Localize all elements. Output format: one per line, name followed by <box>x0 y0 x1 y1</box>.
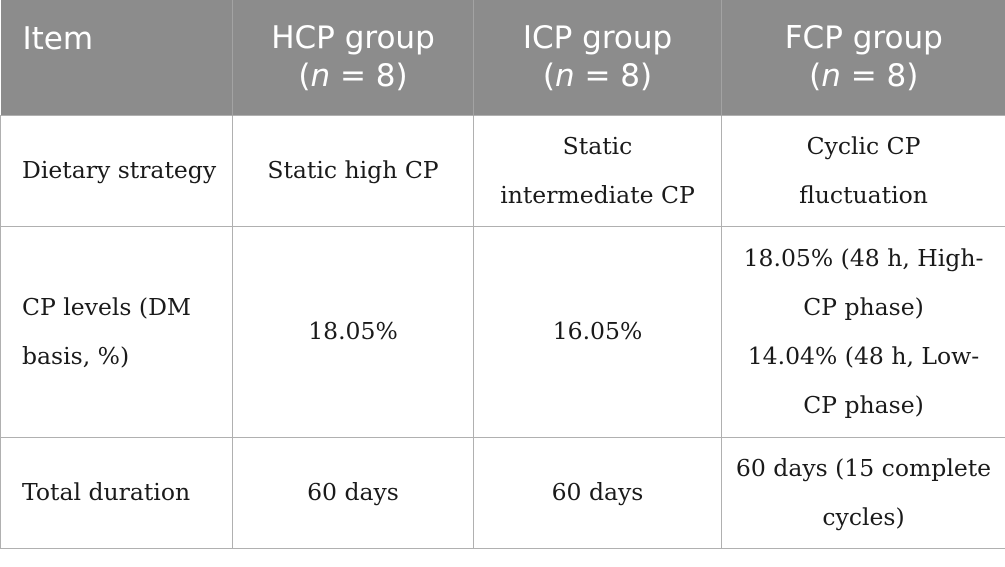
cell-icp: Static intermediate CP <box>473 114 722 227</box>
header-icp-n: (n = 8) <box>478 57 717 95</box>
cell-item: CP levels (DM basis, %) <box>0 225 233 438</box>
cell-text: 60 days <box>307 478 399 506</box>
fcp-n-value: = 8) <box>840 58 919 95</box>
cell-icp: 16.05% <box>473 225 722 438</box>
cell-hcp: Static high CP <box>232 114 474 227</box>
cell-text: 14.04% (48 h, Low- <box>747 341 980 370</box>
cell-text: 60 days <box>551 478 644 506</box>
cell-item: Dietary strategy <box>0 114 233 227</box>
header-fcp-n: (n = 8) <box>726 57 1002 95</box>
cell-text: CP phase) <box>803 292 924 321</box>
table-row: Total duration 60 days 60 days 60 days (… <box>0 436 1005 549</box>
cell-text: basis, %) <box>22 341 130 370</box>
data-table: Item HCP group (n = 8) ICP group (n = 8)… <box>0 0 1005 549</box>
header-item-label: Item <box>22 21 94 57</box>
cell-text: 18.05% <box>308 317 398 345</box>
header-fcp-label: FCP group <box>784 20 943 57</box>
cell-fcp: 18.05% (48 h, High- CP phase) 14.04% (48… <box>721 225 1005 438</box>
hcp-n-symbol: n <box>310 58 331 95</box>
icp-n-value: = 8) <box>574 58 653 95</box>
cell-text: Static <box>562 131 633 160</box>
header-row: Item HCP group (n = 8) ICP group (n = 8)… <box>0 0 1005 115</box>
cell-text: Dietary strategy <box>22 156 217 184</box>
header-hcp-group: HCP group (n = 8) <box>232 0 474 115</box>
cell-fcp: Cyclic CP fluctuation <box>721 114 1005 227</box>
fcp-n-open: ( <box>809 58 822 95</box>
header-icp-label: ICP group <box>522 20 673 57</box>
hcp-n-value: = 8) <box>330 58 408 95</box>
cell-text: Total duration <box>22 478 191 506</box>
table-row: Dietary strategy Static high CP Static i… <box>0 114 1005 227</box>
table-row: CP levels (DM basis, %) 18.05% 16.05% 18… <box>0 225 1005 438</box>
fcp-n-symbol: n <box>821 58 841 95</box>
icp-n-open: ( <box>542 58 555 95</box>
cell-text: 18.05% (48 h, High- <box>743 243 984 272</box>
cell-hcp: 18.05% <box>232 225 474 438</box>
cell-text: cycles) <box>822 502 905 531</box>
cell-text: Static high CP <box>267 156 439 184</box>
header-hcp-n: (n = 8) <box>237 57 469 95</box>
icp-n-symbol: n <box>554 58 575 95</box>
cell-text: 16.05% <box>552 317 643 345</box>
cell-text: CP phase) <box>803 390 924 419</box>
cell-hcp: 60 days <box>232 436 474 549</box>
cell-text: CP levels (DM <box>22 292 191 321</box>
header-hcp-label: HCP group <box>271 20 435 57</box>
cell-item: Total duration <box>0 436 233 549</box>
cell-text: Cyclic CP <box>806 131 921 160</box>
header-fcp-group: FCP group (n = 8) <box>721 0 1005 115</box>
table-body: Dietary strategy Static high CP Static i… <box>0 114 1005 549</box>
cell-text: 60 days (15 complete <box>735 453 992 482</box>
cell-icp: 60 days <box>473 436 722 549</box>
header-item: Item <box>0 0 233 115</box>
hcp-n-open: ( <box>298 58 311 95</box>
cell-text: intermediate CP <box>500 180 695 209</box>
cell-text: fluctuation <box>799 180 928 209</box>
cell-fcp: 60 days (15 complete cycles) <box>721 436 1005 549</box>
header-icp-group: ICP group (n = 8) <box>473 0 722 115</box>
table-header: Item HCP group (n = 8) ICP group (n = 8)… <box>0 0 1005 115</box>
